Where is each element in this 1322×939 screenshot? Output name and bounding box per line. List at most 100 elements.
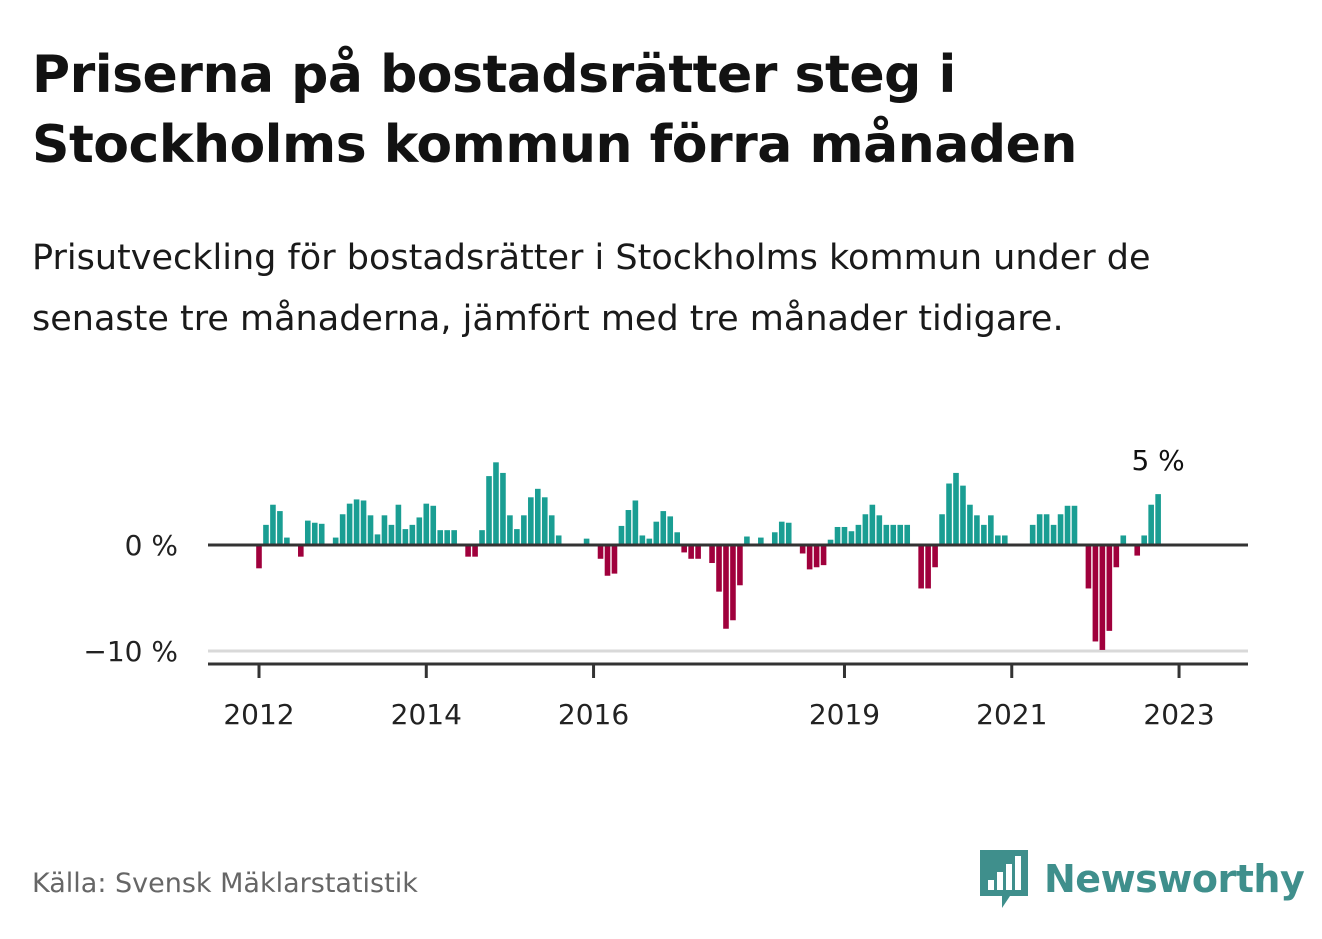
bar (1043, 514, 1050, 545)
bar (304, 520, 311, 545)
source-note: Källa: Svensk Mäklarstatistik (32, 868, 418, 899)
bar (967, 504, 973, 545)
bar (806, 545, 813, 570)
last-value-label: 5 % (1131, 444, 1184, 477)
bar (555, 535, 562, 545)
bar (395, 504, 402, 545)
bar (1071, 505, 1078, 545)
bar (284, 537, 290, 545)
bar (862, 514, 869, 545)
bar (1148, 504, 1154, 545)
bar (667, 516, 674, 545)
bar (778, 521, 785, 545)
bar (897, 524, 904, 545)
bar (444, 530, 450, 545)
bar (332, 537, 339, 545)
bar (1064, 505, 1071, 545)
bar (472, 545, 478, 557)
bar (541, 497, 548, 545)
bar (367, 515, 374, 545)
bar (995, 535, 1001, 545)
bar (402, 529, 409, 545)
bar (430, 505, 437, 545)
bar (625, 510, 632, 545)
bar (960, 485, 966, 545)
bar (869, 504, 876, 545)
x-tick-label: 2021 (976, 698, 1047, 731)
bar (409, 524, 416, 545)
bar (946, 483, 952, 545)
bar (988, 515, 994, 545)
bar (660, 511, 667, 545)
bar (737, 545, 743, 586)
bar (500, 472, 506, 545)
bar (953, 472, 959, 545)
bar (820, 545, 827, 566)
bar (353, 499, 360, 545)
bar (318, 523, 325, 545)
bar (360, 500, 367, 545)
bar (263, 524, 269, 545)
brand-logo: Newsworthy (980, 850, 1305, 908)
bar (876, 515, 883, 545)
chart-title: Priserna på bostadsrätter steg i Stockho… (32, 45, 1077, 175)
bar (827, 539, 834, 545)
bar (758, 537, 764, 545)
bar (834, 526, 841, 545)
bar (1085, 545, 1092, 589)
bar (981, 524, 987, 545)
bar (1092, 545, 1099, 642)
y-tick-label: 0 % (125, 529, 178, 562)
bar (653, 521, 660, 545)
bar (799, 545, 806, 554)
bar (939, 514, 945, 545)
bar (974, 515, 980, 545)
bar (381, 515, 388, 545)
bar (514, 529, 520, 545)
bar (1001, 535, 1008, 545)
x-tick-label: 2012 (223, 698, 294, 731)
bar (813, 545, 820, 568)
bar (681, 545, 687, 553)
bar (771, 532, 778, 545)
x-tick-label: 2019 (809, 698, 880, 731)
bar (1050, 524, 1057, 545)
chart-subtitle: Prisutveckling för bostadsrätter i Stock… (32, 238, 1151, 339)
bar (611, 545, 618, 574)
bar (1134, 545, 1141, 556)
bar (604, 545, 611, 576)
bar (311, 522, 318, 545)
bar (346, 503, 353, 545)
bar (1120, 535, 1127, 545)
bar (744, 536, 750, 545)
bar (674, 532, 680, 545)
bar (388, 524, 395, 545)
bar (785, 522, 792, 545)
x-tick-label: 2014 (391, 698, 462, 731)
bar-chart: 0 % −10 % 2012 2014 2016 2019 2021 2023 5 % (83, 444, 1248, 731)
bar (1106, 545, 1113, 631)
bar (841, 526, 848, 545)
bar (1029, 524, 1036, 545)
bar (597, 545, 604, 559)
y-tick-label: −10 % (83, 635, 178, 668)
bar (1113, 545, 1120, 568)
bar (904, 524, 911, 545)
bar (848, 531, 855, 545)
brand-name: Newsworthy (1044, 857, 1305, 901)
bar-chart-speech-bubble-icon (980, 850, 1028, 908)
bar (1057, 514, 1064, 545)
bar (521, 515, 527, 545)
bar (695, 545, 701, 559)
bar (339, 514, 346, 545)
bar (925, 545, 931, 589)
bar (1036, 514, 1043, 545)
bar (256, 545, 262, 569)
bar (688, 545, 694, 559)
bar (423, 503, 430, 545)
bar (1155, 494, 1161, 545)
bar (632, 500, 639, 545)
bar (486, 476, 492, 545)
bar (548, 515, 555, 545)
bar (1099, 545, 1106, 650)
